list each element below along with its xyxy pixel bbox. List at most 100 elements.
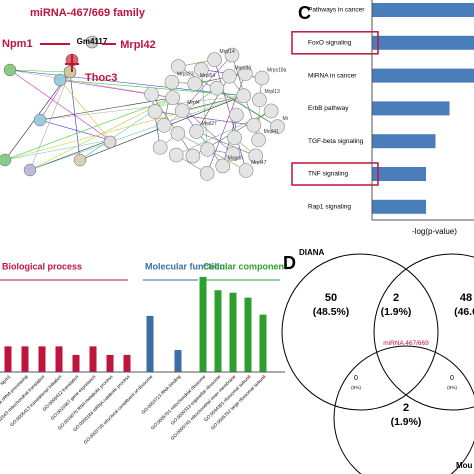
node-label: Mrpl47 — [251, 160, 267, 166]
set-label: Mou — [456, 461, 473, 470]
go-panel: Biological process Molecular functionCell… — [0, 261, 287, 445]
network-node — [174, 103, 190, 119]
network-node — [248, 148, 264, 164]
network-node — [152, 140, 168, 155]
network-node — [194, 62, 209, 77]
bar — [199, 276, 207, 372]
network-node — [147, 104, 163, 119]
network-edge — [59, 79, 111, 141]
group-label: Biological process — [2, 261, 82, 271]
hub-label: Thoc3 — [85, 72, 117, 84]
bar — [372, 167, 427, 181]
network-edge — [29, 139, 111, 171]
node-label: Mrpl54 — [200, 73, 216, 79]
bar — [229, 292, 237, 372]
network-node — [252, 92, 267, 108]
category-label: ErbB pathway — [308, 105, 349, 112]
network-node — [238, 66, 253, 81]
network-panel: Mrps23Mrpl14Mrps18aMrpl40Mrpl47Mrpl27Mrp… — [0, 7, 298, 181]
category-label: GO:0005762 large ribosomal subunit — [210, 374, 267, 431]
bar — [21, 346, 29, 372]
bar — [4, 346, 12, 372]
network-node — [23, 163, 37, 177]
bar — [372, 101, 450, 116]
region-percent: (1.9%) — [381, 307, 412, 318]
node-label: Mrps18a — [267, 67, 287, 73]
hub-node — [103, 135, 117, 149]
network-edge — [39, 119, 111, 141]
set-label: DIANA — [299, 248, 325, 257]
network-node — [73, 153, 87, 167]
category-label: GO:0005761 mitochondrial ribosome — [150, 374, 207, 431]
network-node — [263, 103, 279, 119]
bar — [38, 346, 46, 372]
group-label: Cellular component — [203, 261, 287, 271]
hub-label: Npm1 — [2, 38, 33, 50]
hub-label: Mrpl42 — [120, 39, 155, 51]
network-node — [222, 68, 237, 84]
node-label: Mrps23 — [177, 71, 194, 77]
category-label: TGF-beta signaling — [308, 138, 364, 145]
node-label: Mrpl14 — [220, 49, 236, 55]
network-node — [227, 130, 242, 146]
bar — [89, 346, 97, 372]
bar — [372, 3, 474, 17]
network-edge — [4, 139, 111, 161]
network-node — [207, 52, 222, 68]
network-node — [251, 132, 266, 148]
bar — [372, 134, 436, 149]
venn-circle — [281, 253, 439, 411]
group-label: Molecular function — [145, 261, 225, 271]
network-node — [229, 107, 244, 123]
bar — [372, 68, 474, 83]
bar — [214, 290, 222, 372]
category-label: FoxO signaling — [308, 40, 352, 47]
network-edge — [4, 97, 173, 161]
bar — [55, 346, 63, 372]
hub-node — [63, 65, 77, 79]
network-node — [144, 87, 159, 102]
network-node — [189, 124, 204, 139]
category-label: Npm1 — [0, 374, 12, 387]
bar — [259, 314, 267, 372]
network-node — [238, 163, 254, 178]
network-node — [225, 146, 241, 162]
panel-letter: D — [283, 253, 296, 273]
network-edge — [9, 69, 71, 73]
network-node — [215, 158, 231, 174]
hub-node — [85, 35, 99, 49]
center-label: miRNA 467/669 — [383, 340, 429, 347]
region-count: 0 — [354, 375, 358, 382]
network-node — [185, 148, 201, 164]
node-label: Mrpl13 — [264, 89, 280, 95]
region-percent: (1.9%) — [391, 417, 422, 428]
network-edge — [182, 54, 233, 111]
network-title: miRNA-467/669 family — [30, 7, 146, 19]
network-node — [200, 142, 215, 157]
category-label: Rap1 signaling — [308, 204, 351, 211]
network-node — [0, 153, 12, 167]
network-node — [270, 119, 285, 135]
network-node — [236, 88, 251, 104]
bar — [372, 35, 474, 50]
bar — [372, 199, 427, 214]
panel-letter: C — [298, 3, 311, 23]
venn-circle — [333, 345, 474, 474]
x-axis-label: -log(p-value) — [412, 227, 457, 236]
network-node — [156, 118, 172, 133]
network-node — [170, 59, 186, 74]
network-edge — [151, 94, 161, 148]
region-count: 50 — [325, 292, 337, 304]
network-node — [254, 70, 270, 86]
category-label: MiRNA in cancer — [308, 72, 357, 79]
region-percent: (0%) — [351, 385, 361, 390]
network-node — [246, 117, 262, 133]
node-label: Mrpl41 — [264, 129, 280, 135]
network-edge — [39, 95, 244, 121]
bar — [123, 354, 131, 372]
region-count: 48 — [460, 292, 472, 304]
network-edge — [9, 69, 111, 141]
